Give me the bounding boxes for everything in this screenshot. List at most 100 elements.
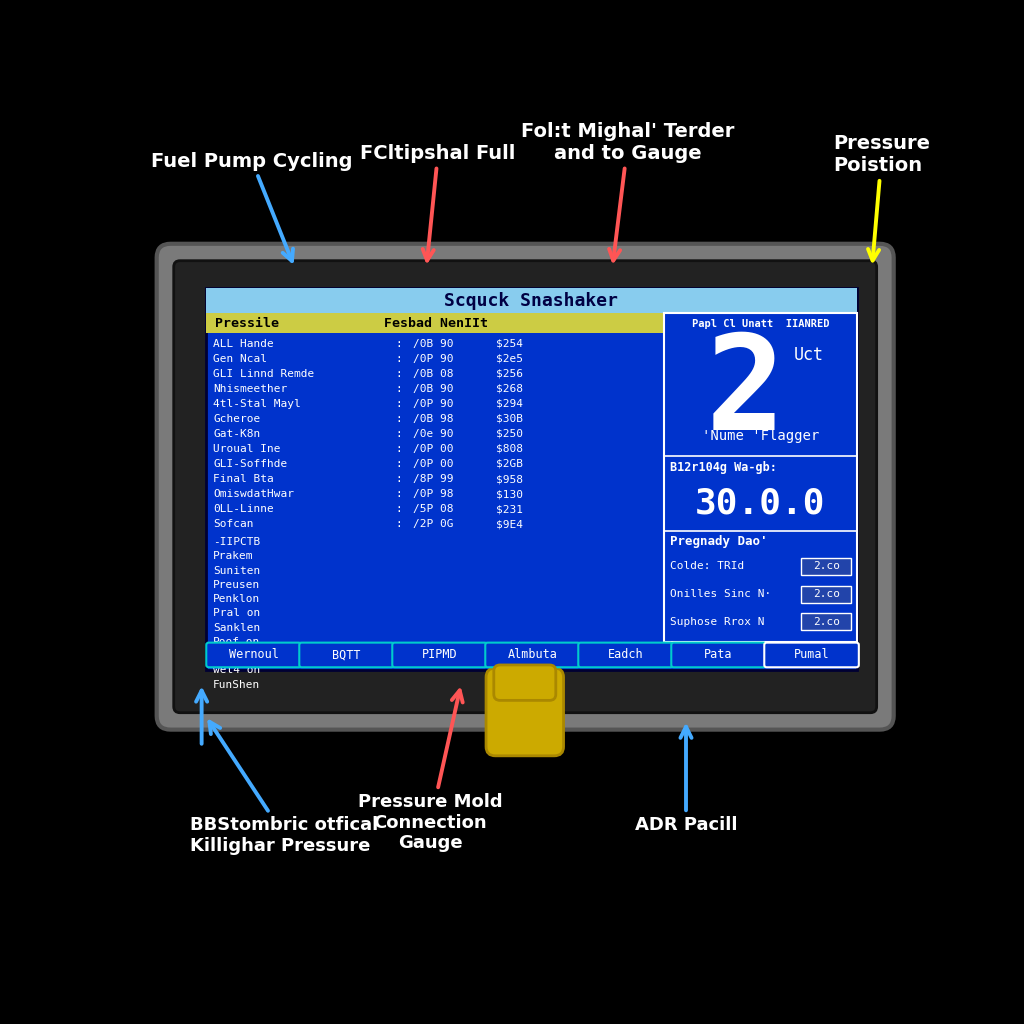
Text: $2e5: $2e5 [496, 354, 523, 364]
Text: /0e 90: /0e 90 [414, 429, 454, 439]
Text: /0P 90: /0P 90 [414, 399, 454, 409]
FancyBboxPatch shape [206, 643, 301, 668]
Text: GLI Linnd Remde: GLI Linnd Remde [213, 369, 314, 379]
Text: Colde: TRId: Colde: TRId [671, 561, 744, 571]
Text: Sofcan: Sofcan [213, 519, 254, 529]
FancyBboxPatch shape [174, 261, 877, 713]
Text: 0LL-Linne: 0LL-Linne [213, 504, 274, 514]
Text: :: : [395, 519, 402, 529]
FancyBboxPatch shape [672, 643, 766, 668]
Text: /0P 90: /0P 90 [414, 354, 454, 364]
Text: Pata: Pata [705, 648, 733, 662]
Text: /5P 08: /5P 08 [414, 504, 454, 514]
Text: /0B 08: /0B 08 [414, 369, 454, 379]
Text: Uct: Uct [794, 346, 823, 365]
FancyBboxPatch shape [157, 244, 894, 730]
Text: $231: $231 [496, 504, 523, 514]
Text: :: : [395, 399, 402, 409]
Text: :: : [395, 444, 402, 454]
Text: Gen Ncal: Gen Ncal [213, 354, 267, 364]
Text: 4tl-Stal Mayl: 4tl-Stal Mayl [213, 399, 301, 409]
FancyBboxPatch shape [206, 289, 856, 670]
Text: Pressile: Pressile [215, 316, 279, 330]
Text: $256: $256 [496, 369, 523, 379]
Text: Nhismeether: Nhismeether [213, 384, 288, 394]
Text: Suphose Rrox N: Suphose Rrox N [671, 616, 765, 627]
Text: $130: $130 [496, 489, 523, 499]
Text: $30B: $30B [496, 414, 523, 424]
Text: BBStombric otfical
Killighar Pressure: BBStombric otfical Killighar Pressure [190, 722, 378, 855]
FancyBboxPatch shape [486, 668, 563, 756]
Text: :: : [395, 339, 402, 349]
Text: /0P 98: /0P 98 [414, 489, 454, 499]
Text: Almbuta: Almbuta [508, 648, 557, 662]
Text: :: : [395, 369, 402, 379]
FancyBboxPatch shape [485, 643, 580, 668]
Text: BQTT: BQTT [333, 648, 360, 662]
Text: Pregnady Dao': Pregnady Dao' [671, 536, 768, 548]
Text: Pral on: Pral on [213, 608, 260, 618]
FancyBboxPatch shape [299, 643, 394, 668]
Text: :: : [395, 384, 402, 394]
Text: $9E4: $9E4 [496, 519, 523, 529]
Text: ADR Pacill: ADR Pacill [635, 727, 737, 834]
Text: 2.co: 2.co [813, 561, 840, 571]
Text: Papl Cl Unatt  IIANRED: Papl Cl Unatt IIANRED [691, 318, 829, 329]
Text: :: : [395, 489, 402, 499]
Text: B12r104g Wa-gb:: B12r104g Wa-gb: [671, 462, 777, 474]
Text: /0B 90: /0B 90 [414, 384, 454, 394]
Text: Pumal: Pumal [794, 648, 829, 662]
Text: Sanklen: Sanklen [213, 623, 260, 633]
Text: /8P 99: /8P 99 [414, 474, 454, 484]
Text: 2.co: 2.co [813, 589, 840, 599]
Text: :: : [395, 459, 402, 469]
Text: $250: $250 [496, 429, 523, 439]
Text: 2.co: 2.co [813, 616, 840, 627]
FancyBboxPatch shape [802, 558, 851, 574]
Text: Gat-K8n: Gat-K8n [213, 429, 260, 439]
Text: :: : [395, 429, 402, 439]
FancyBboxPatch shape [494, 665, 556, 700]
FancyBboxPatch shape [392, 643, 486, 668]
FancyBboxPatch shape [764, 643, 859, 668]
Text: :: : [395, 474, 402, 484]
FancyBboxPatch shape [206, 289, 856, 313]
Text: Wernoul: Wernoul [228, 648, 279, 662]
Text: Gcheroe: Gcheroe [213, 414, 260, 424]
Text: :: : [395, 354, 402, 364]
Text: $254: $254 [496, 339, 523, 349]
Text: :: : [395, 414, 402, 424]
Text: PIPMD: PIPMD [422, 648, 458, 662]
Text: Pressure
Poistion: Pressure Poistion [834, 134, 930, 260]
FancyBboxPatch shape [206, 313, 663, 333]
Text: 'Nume 'Flagger: 'Nume 'Flagger [701, 429, 819, 443]
Text: Suniten: Suniten [213, 565, 260, 575]
Text: /0P 00: /0P 00 [414, 459, 454, 469]
Text: wet4 on: wet4 on [213, 666, 260, 676]
Text: Penklon: Penklon [213, 594, 260, 604]
Text: Uroual Ine: Uroual Ine [213, 444, 281, 454]
Text: /0B 98: /0B 98 [414, 414, 454, 424]
Text: Fesbad NenIIt: Fesbad NenIIt [384, 316, 487, 330]
Text: Fol:t Mighal' Terder
and to Gauge: Fol:t Mighal' Terder and to Gauge [521, 122, 734, 260]
Text: 2: 2 [706, 331, 784, 458]
Text: GLI-Soffhde: GLI-Soffhde [213, 459, 288, 469]
Text: $958: $958 [496, 474, 523, 484]
FancyBboxPatch shape [802, 613, 851, 631]
Text: /0P 00: /0P 00 [414, 444, 454, 454]
FancyBboxPatch shape [579, 643, 673, 668]
Text: /2P 0G: /2P 0G [414, 519, 454, 529]
Text: Praf-en: Praf-en [213, 651, 260, 662]
Text: /0B 90: /0B 90 [414, 339, 454, 349]
Text: Fuel Pump Cycling: Fuel Pump Cycling [152, 152, 352, 261]
Text: OmiswdatHwar: OmiswdatHwar [213, 489, 294, 499]
Text: $294: $294 [496, 399, 523, 409]
Text: Preusen: Preusen [213, 580, 260, 590]
FancyBboxPatch shape [802, 586, 851, 602]
Text: $808: $808 [496, 444, 523, 454]
FancyBboxPatch shape [665, 313, 856, 642]
Text: -IIPCTB: -IIPCTB [213, 538, 260, 547]
Text: Onilles Sinc N·: Onilles Sinc N· [671, 589, 772, 599]
Text: ALL Hande: ALL Hande [213, 339, 274, 349]
Text: $268: $268 [496, 384, 523, 394]
